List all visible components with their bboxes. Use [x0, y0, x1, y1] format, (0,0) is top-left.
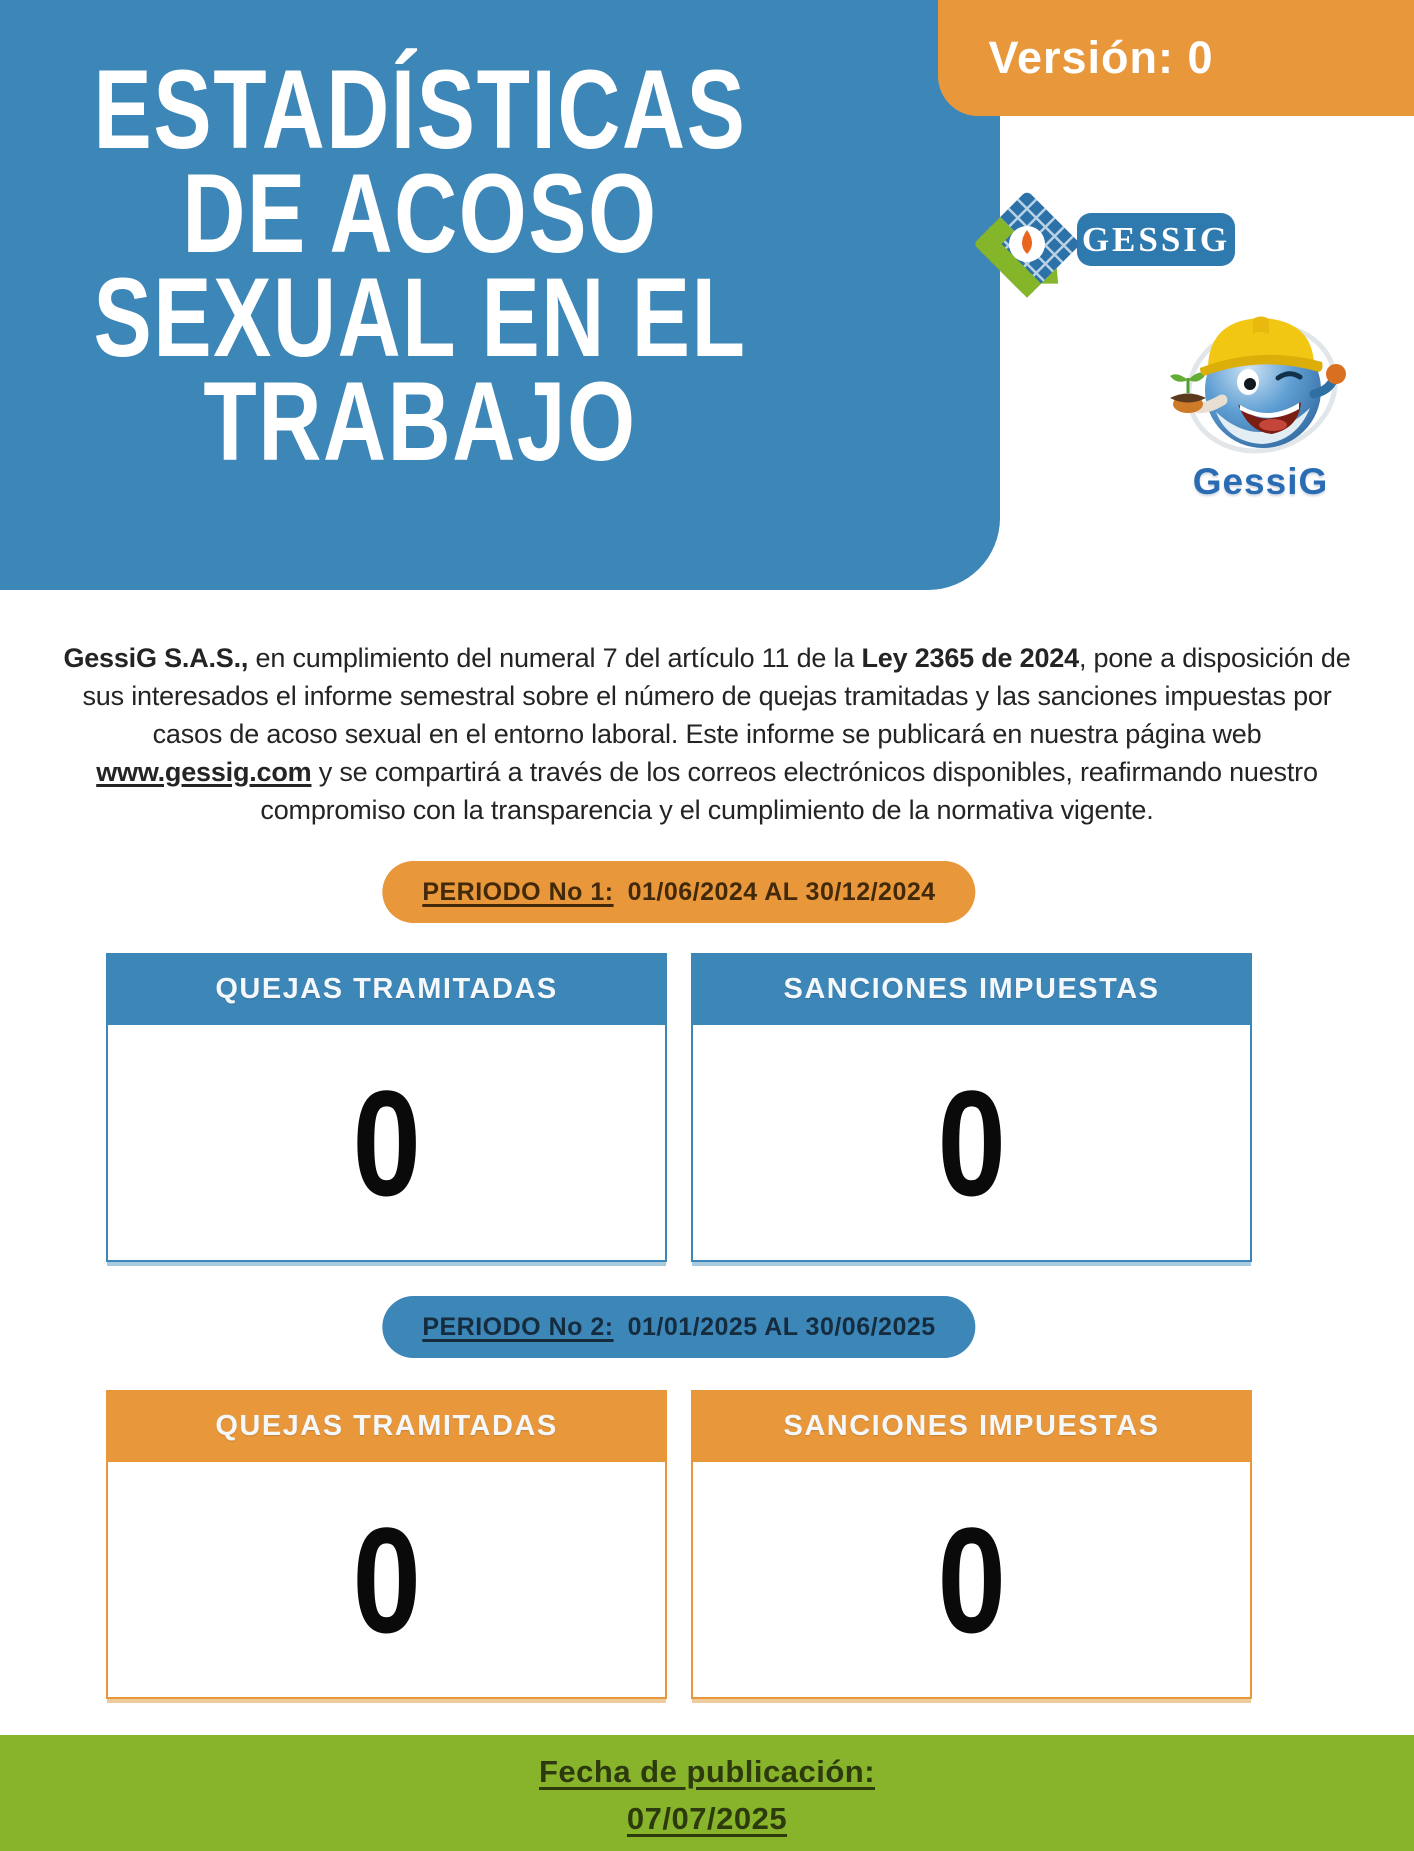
card-title: QUEJAS TRAMITADAS [215, 972, 558, 1005]
gessig-wordmark-text: GESSIG [1081, 219, 1231, 259]
title-line: DE ACOSO [182, 151, 658, 276]
quejas-count-p1: 0 [352, 1058, 421, 1227]
card-body: 0 [691, 1025, 1252, 1262]
intro-text-segment: en cumplimiento del numeral 7 del artícu… [248, 643, 862, 673]
sanciones-count-p1: 0 [937, 1058, 1006, 1227]
title-line: SEXUAL EN EL [93, 255, 747, 380]
period-2-cards: QUEJAS TRAMITADAS 0 SANCIONES IMPUESTAS … [106, 1390, 1252, 1699]
intro-paragraph: GessiG S.A.S., en cumplimiento del numer… [57, 639, 1357, 829]
card-title: SANCIONES IMPUESTAS [783, 972, 1160, 1005]
version-label: Versión: 0 [988, 32, 1214, 83]
card-header: SANCIONES IMPUESTAS [691, 1390, 1252, 1462]
intro-text-segment: Ley 2365 de 2024 [861, 643, 1079, 673]
period-1-pill: PERIODO No 1: 01/06/2024 AL 30/12/2024 [382, 861, 976, 923]
quejas-count-p2: 0 [352, 1495, 421, 1664]
version-badge: Versión: 0 [938, 0, 1414, 116]
page-title: ESTADÍSTICAS DE ACOSO SEXUAL EN EL TRABAJO [0, 47, 840, 484]
title-line: ESTADÍSTICAS [93, 47, 747, 172]
mascot-caption: GessiG [1192, 461, 1329, 502]
mascot-icon [1170, 316, 1346, 454]
title-line: TRABAJO [203, 359, 637, 484]
gessig-logo: GESSIG [965, 182, 1265, 317]
intro-text-segment: y se compartirá a través de los correos … [260, 757, 1318, 825]
period-2-label: PERIODO No 2: [422, 1312, 614, 1341]
period-1-range: 01/06/2024 AL 30/12/2024 [627, 877, 936, 906]
publication-date-value: 07/07/2025 [626, 1801, 788, 1836]
gessig-mascot: GessiG [1158, 292, 1363, 503]
gessig-wordmark: GESSIG [1077, 213, 1235, 266]
header-banner: ESTADÍSTICAS DE ACOSO SEXUAL EN EL TRABAJO [0, 0, 1000, 590]
gessig-diamond-icon [975, 192, 1079, 298]
publication-footer: Fecha de publicación: 07/07/2025 [0, 1735, 1414, 1851]
card-body: 0 [106, 1462, 667, 1699]
card-title: QUEJAS TRAMITADAS [215, 1409, 558, 1442]
intro-text-segment: , pone a disposición de sus interesados … [82, 643, 1351, 749]
period-1-cards: QUEJAS TRAMITADAS 0 SANCIONES IMPUESTAS … [106, 953, 1252, 1262]
quejas-tramitadas-card-p2: QUEJAS TRAMITADAS 0 [106, 1390, 667, 1699]
intro-text-segment: GessiG S.A.S., [63, 643, 249, 673]
publication-date-label: Fecha de publicación: [538, 1754, 876, 1789]
quejas-tramitadas-card-p1: QUEJAS TRAMITADAS 0 [106, 953, 667, 1262]
card-body: 0 [106, 1025, 667, 1262]
period-2-range: 01/01/2025 AL 30/06/2025 [627, 1312, 936, 1341]
card-header: SANCIONES IMPUESTAS [691, 953, 1252, 1025]
sanciones-impuestas-card-p2: SANCIONES IMPUESTAS 0 [691, 1390, 1252, 1699]
card-body: 0 [691, 1462, 1252, 1699]
card-header: QUEJAS TRAMITADAS [106, 953, 667, 1025]
sanciones-impuestas-card-p1: SANCIONES IMPUESTAS 0 [691, 953, 1252, 1262]
card-header: QUEJAS TRAMITADAS [106, 1390, 667, 1462]
period-2-pill: PERIODO No 2: 01/01/2025 AL 30/06/2025 [382, 1296, 976, 1358]
sanciones-count-p2: 0 [937, 1495, 1006, 1664]
card-title: SANCIONES IMPUESTAS [783, 1409, 1160, 1442]
period-1-label: PERIODO No 1: [422, 877, 614, 906]
gessig-website-link[interactable]: www.gessig.com [96, 757, 312, 787]
